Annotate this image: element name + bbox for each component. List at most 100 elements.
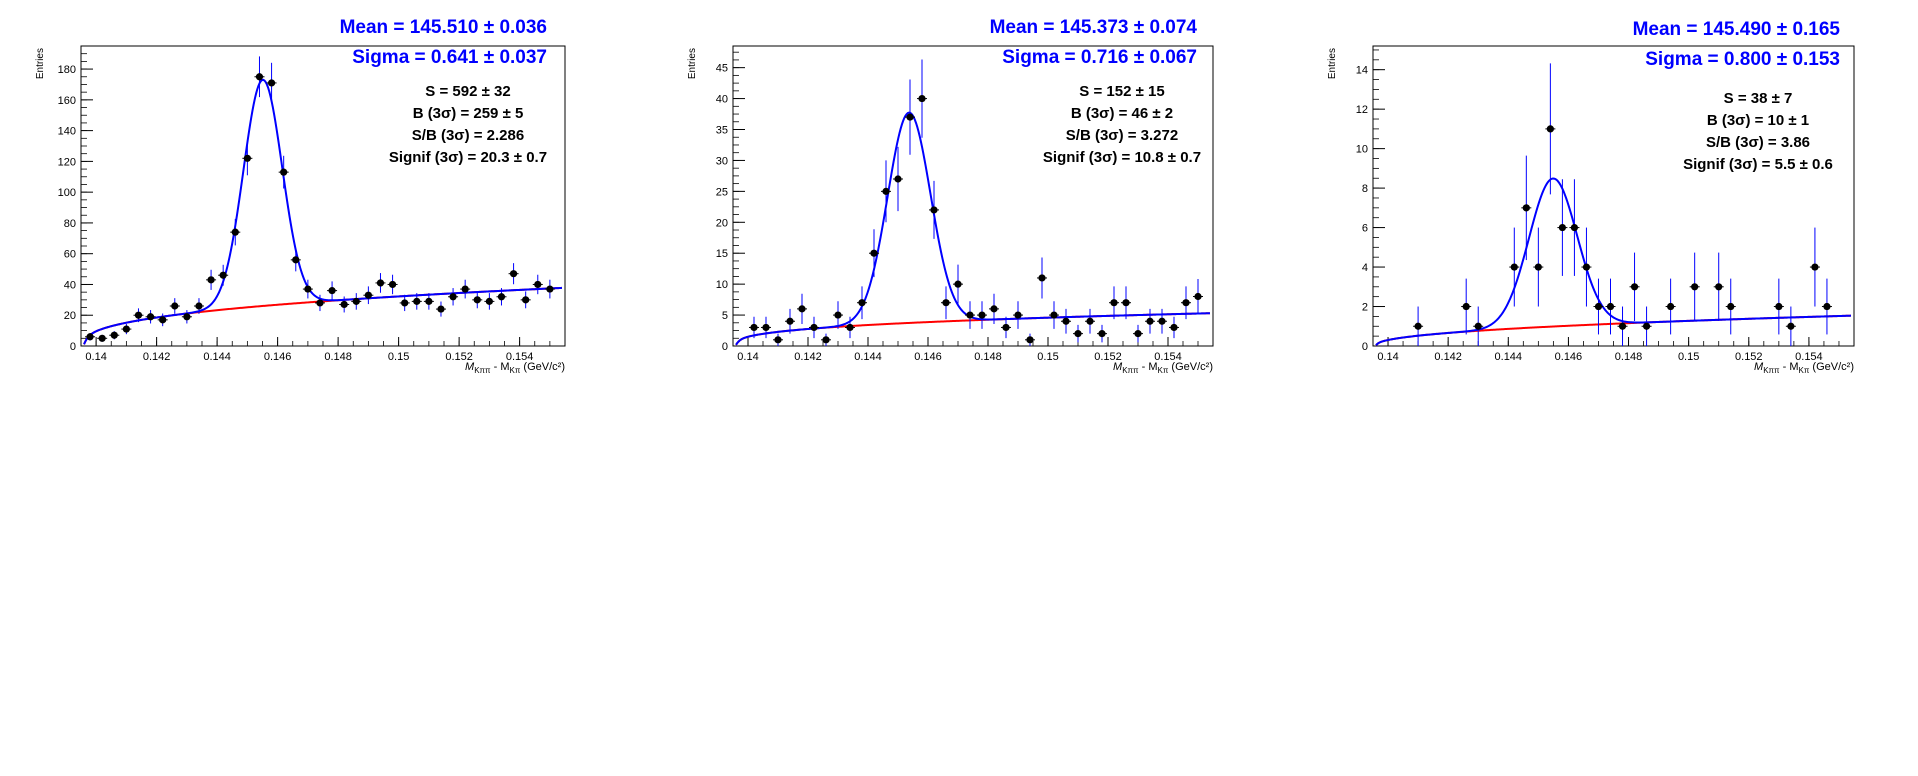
fit-stat-black: B (3σ) = 46 ± 2 xyxy=(1071,105,1173,122)
x-tick-label: 0.148 xyxy=(974,351,1002,363)
x-tick-label: 0.154 xyxy=(1795,351,1823,363)
x-axis-label-main: M xyxy=(465,361,475,373)
background-fit-curve xyxy=(83,286,563,345)
y-tick-label: 20 xyxy=(716,217,728,229)
data-point xyxy=(328,287,336,295)
fit-stat-blue: Sigma = 0.641 ± 0.037 xyxy=(352,47,547,68)
y-tick-label: 0 xyxy=(70,341,76,353)
x-axis-label-mid: - M xyxy=(1139,361,1158,373)
data-point xyxy=(292,256,300,264)
data-point xyxy=(509,270,518,278)
data-point xyxy=(473,296,481,304)
x-axis-label-sub2: Kπ xyxy=(1799,366,1810,375)
data-point xyxy=(280,168,288,176)
y-tick-label: 35 xyxy=(716,125,728,137)
data-point xyxy=(978,311,986,319)
data-point xyxy=(1182,299,1190,307)
fit-stat-black: S/B (3σ) = 2.286 xyxy=(412,127,524,144)
data-point xyxy=(1823,302,1831,311)
data-point xyxy=(413,297,421,305)
data-point xyxy=(497,293,506,301)
y-tick-label: 60 xyxy=(64,249,76,261)
y-tick-label: 0 xyxy=(722,341,728,353)
data-point xyxy=(906,113,914,121)
data-point xyxy=(1558,223,1566,232)
fit-stat-blue: Sigma = 0.800 ± 0.153 xyxy=(1645,49,1840,70)
signal-fit-curve xyxy=(1375,177,1852,346)
y-tick-label: 6 xyxy=(1362,223,1368,235)
data-point xyxy=(786,317,794,325)
data-point xyxy=(267,79,276,87)
x-tick-label: 0.146 xyxy=(914,351,942,363)
y-tick-label: 30 xyxy=(716,155,728,167)
y-tick-label: 20 xyxy=(64,310,76,322)
data-point xyxy=(98,334,106,342)
x-tick-label: 0.144 xyxy=(203,351,231,363)
fit-stat-black: S = 38 ± 7 xyxy=(1724,90,1793,107)
background-fit-curve xyxy=(1375,314,1852,346)
data-point xyxy=(183,313,191,321)
data-point xyxy=(1134,330,1142,338)
chart-panel-1: 0.14 0.142 0.144 0.146 0.148 0.15 0.152 0.154 0 2… xyxy=(35,17,566,375)
x-axis-label-mid: - M xyxy=(491,361,510,373)
x-tick-label: 0.144 xyxy=(1495,351,1523,363)
x-axis-label: MKππ - MKπ (GeV/c²) xyxy=(1113,361,1213,375)
x-axis-label-sub1: Kππ xyxy=(1763,366,1780,375)
data-point xyxy=(1787,322,1795,330)
signal-fit-curve xyxy=(735,111,1211,346)
data-point xyxy=(461,285,469,293)
data-point xyxy=(122,325,130,333)
y-tick-label: 10 xyxy=(1356,144,1368,156)
fit-stat-black: S = 152 ± 15 xyxy=(1079,83,1164,100)
x-tick-label: 0.142 xyxy=(143,351,171,363)
data-point xyxy=(171,302,179,310)
data-point xyxy=(437,305,445,313)
data-point xyxy=(1606,302,1615,311)
data-point xyxy=(918,94,926,103)
data-point xyxy=(1691,283,1699,291)
y-axis-label: Entries xyxy=(35,48,46,79)
data-point xyxy=(942,299,950,307)
data-point xyxy=(954,280,962,288)
x-tick-label: 0.14 xyxy=(85,351,106,363)
x-axis-label-mid: - M xyxy=(1780,361,1799,373)
data-point xyxy=(822,336,830,344)
y-tick-label: 25 xyxy=(716,186,728,198)
data-point xyxy=(762,323,770,332)
data-point xyxy=(930,206,938,214)
data-point xyxy=(882,187,890,195)
data-point xyxy=(1122,299,1130,307)
data-point xyxy=(534,280,542,289)
y-tick-label: 40 xyxy=(64,279,76,291)
data-point xyxy=(316,299,324,307)
x-axis-label-sub1: Kππ xyxy=(474,366,491,375)
y-axis-label: Entries xyxy=(1327,48,1338,79)
data-point xyxy=(1014,311,1022,319)
data-point xyxy=(870,249,878,257)
data-point xyxy=(1715,283,1723,291)
x-axis-label-sub2: Kπ xyxy=(510,366,521,375)
data-point xyxy=(207,276,215,284)
data-point xyxy=(146,313,155,321)
data-point xyxy=(798,305,806,313)
data-point xyxy=(1074,330,1082,338)
y-tick-label: 8 xyxy=(1362,183,1368,195)
data-point xyxy=(1002,323,1010,332)
data-point xyxy=(858,299,866,307)
x-tick-label: 0.14 xyxy=(1377,351,1398,363)
x-tick-label: 0.146 xyxy=(1555,351,1583,363)
y-tick-label: 180 xyxy=(58,64,76,76)
y-tick-label: 4 xyxy=(1362,262,1368,274)
chart-panel-3: 0.14 0.142 0.144 0.146 0.148 0.15 0.152 0.154 0 2… xyxy=(1327,19,1855,375)
y-tick-label: 15 xyxy=(716,248,728,260)
data-point xyxy=(401,299,409,307)
fit-stat-black: S/B (3σ) = 3.86 xyxy=(1706,134,1810,151)
data-point xyxy=(1170,323,1178,332)
x-tick-label: 0.15 xyxy=(388,351,409,363)
data-point xyxy=(243,154,251,162)
data-point xyxy=(1098,330,1106,338)
data-point xyxy=(834,311,842,319)
y-tick-label: 14 xyxy=(1356,65,1368,77)
data-point xyxy=(1110,299,1118,307)
